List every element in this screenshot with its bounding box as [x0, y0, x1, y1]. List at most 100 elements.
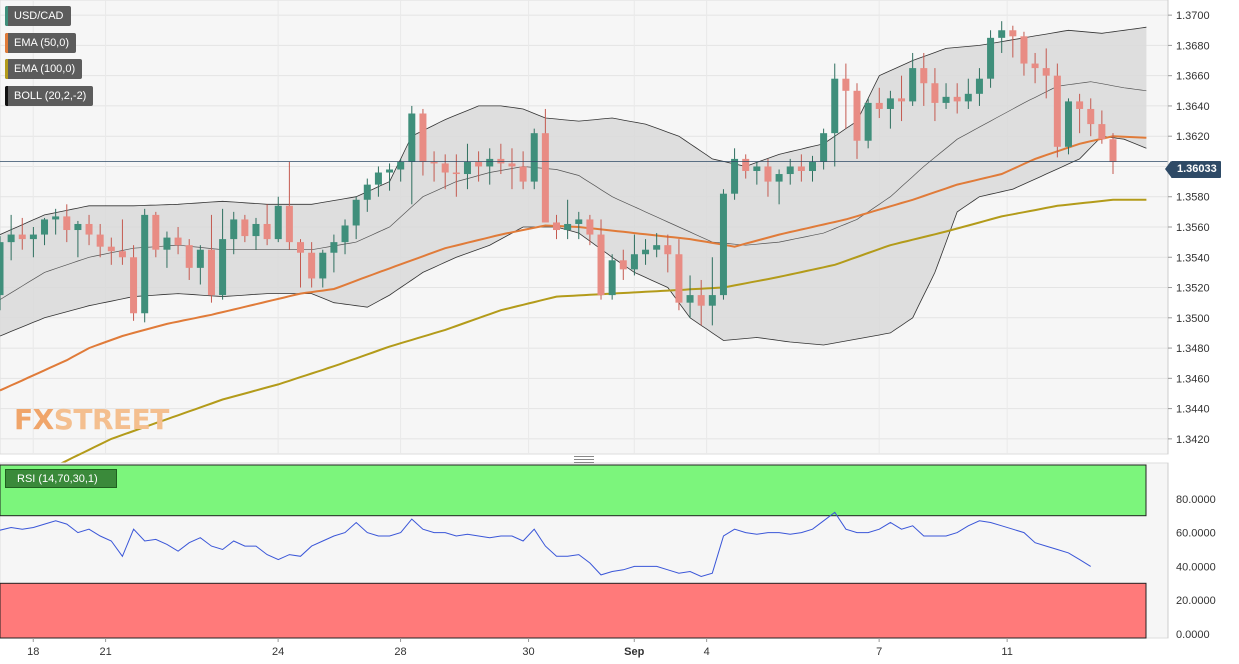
candle-body — [63, 216, 71, 231]
candle-body — [230, 219, 238, 240]
rsi-tick-label: 80.0000 — [1176, 494, 1216, 506]
candle-body — [185, 245, 193, 268]
candle-body — [987, 37, 995, 79]
candle-body — [597, 234, 605, 296]
price-tick-label: 1.3420 — [1176, 434, 1210, 446]
price-tick-label: 1.3520 — [1176, 283, 1210, 295]
candle-body — [352, 199, 360, 226]
candle-body — [820, 133, 828, 162]
candle-body — [753, 166, 761, 172]
candle-body — [1064, 101, 1072, 147]
candle-body — [397, 161, 405, 170]
logo-prefix: FX — [14, 403, 54, 436]
ema50-path — [0, 135, 1147, 392]
legend-symbol[interactable]: USD/CAD — [5, 6, 71, 26]
price-tick-label: 1.3500 — [1176, 313, 1210, 325]
time-axis: 18 21 24 28 30 Sep 4 7 11 — [27, 638, 1013, 658]
legend-ema50[interactable]: EMA (50,0) — [5, 33, 77, 53]
candles — [0, 21, 1117, 326]
candle-body — [1042, 68, 1050, 76]
legend-ema100[interactable]: EMA (100,0) — [5, 59, 83, 79]
price-tick-label: 1.3460 — [1176, 373, 1210, 385]
candle-body — [441, 163, 449, 173]
candle-body — [196, 249, 204, 268]
candle-body — [452, 172, 460, 175]
rsi-overbought-zone — [0, 464, 1147, 517]
candle-body — [630, 254, 638, 270]
candle-body — [608, 260, 616, 296]
candle-body — [864, 102, 872, 141]
candle-body — [74, 223, 82, 231]
last-price-label: 1.36033 — [1165, 161, 1221, 178]
candle-body — [519, 166, 527, 182]
time-tick-label: 11 — [1001, 646, 1012, 658]
candle-body — [1109, 139, 1117, 162]
candle-body — [308, 252, 316, 279]
candle-body — [975, 78, 983, 94]
legend-boll[interactable]: BOLL (20,2,-2) — [5, 86, 94, 106]
rsi-tick-label: 40.0000 — [1176, 561, 1216, 573]
candle-body — [252, 223, 260, 237]
candle-body — [541, 133, 549, 223]
rsi-panel — [0, 462, 1169, 639]
logo-suffix: STREET — [53, 403, 170, 436]
bollinger-upper — [0, 26, 1147, 235]
candle-body — [430, 161, 438, 164]
time-tick-label: 4 — [704, 646, 710, 658]
price-axis: 1.3420 1.3440 1.3460 1.3480 1.3500 1.3520 1.35… — [1167, 0, 1210, 454]
candle-body — [909, 68, 917, 102]
price-tick-label: 1.3480 — [1176, 343, 1210, 355]
candle-body — [875, 102, 883, 109]
time-tick-label: 24 — [272, 646, 284, 658]
candle-body — [642, 249, 650, 255]
candle-body — [664, 245, 672, 255]
candle-body — [931, 83, 939, 103]
panel-resize-handle[interactable] — [574, 456, 594, 463]
candle-body — [1020, 36, 1028, 64]
candle-body — [886, 98, 894, 109]
candle-body — [530, 133, 538, 182]
candle-body — [786, 166, 794, 175]
candle-body — [174, 237, 182, 246]
candle-body — [118, 251, 126, 258]
candle-body — [374, 172, 382, 185]
bollinger-fill — [0, 27, 1147, 345]
candle-body — [653, 245, 661, 250]
candle-body — [96, 234, 104, 247]
candle-body — [942, 96, 950, 103]
ema50-line — [0, 135, 1147, 392]
candle-body — [41, 219, 49, 235]
candle-body — [575, 219, 583, 224]
candle-body — [508, 163, 516, 167]
candle-body — [742, 158, 750, 172]
candle-body — [953, 96, 961, 102]
candle-body — [141, 214, 149, 314]
rsi-tick-label: 0.0000 — [1176, 629, 1210, 641]
candle-body — [719, 193, 727, 296]
candle-body — [808, 161, 816, 172]
candle-body — [697, 295, 705, 306]
time-tick-label: 18 — [27, 646, 39, 658]
candle-body — [853, 90, 861, 141]
candle-body — [675, 254, 683, 303]
candle-body — [831, 78, 839, 134]
price-tick-label: 1.3580 — [1176, 192, 1210, 204]
candle-body — [1031, 63, 1039, 69]
time-tick-label: 30 — [522, 646, 534, 658]
rsi-tick-label: 20.0000 — [1176, 595, 1216, 607]
candle-body — [1098, 124, 1106, 140]
legend-rsi[interactable]: RSI (14,70,30,1) — [5, 469, 117, 488]
candle-body — [797, 166, 805, 172]
price-tick-label: 1.3640 — [1176, 101, 1210, 113]
candle-body — [486, 158, 494, 167]
candle-body — [263, 223, 271, 240]
candle-body — [18, 234, 26, 240]
candle-body — [731, 158, 739, 194]
price-tick-label: 1.3700 — [1176, 10, 1210, 22]
candle-body — [85, 223, 93, 235]
price-tick-label: 1.3660 — [1176, 71, 1210, 83]
candle-body — [586, 219, 594, 235]
fxstreet-logo: FXSTREET — [14, 403, 169, 436]
candle-body — [842, 78, 850, 91]
time-tick-label: 7 — [876, 646, 882, 658]
